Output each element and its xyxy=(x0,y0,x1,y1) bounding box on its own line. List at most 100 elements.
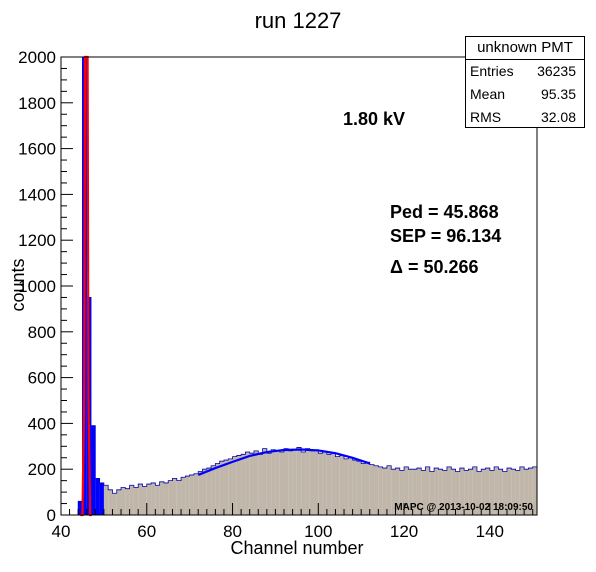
histogram-bin xyxy=(395,468,400,515)
fit-curve xyxy=(197,448,371,476)
histogram-bin xyxy=(451,469,456,515)
histogram-bin xyxy=(378,466,383,515)
y-tick-label: 600 xyxy=(28,369,56,388)
histogram-bin xyxy=(434,468,439,515)
histogram-bin xyxy=(168,480,173,515)
delta-annotation: Δ = 50.266 xyxy=(390,257,479,277)
histogram-bin xyxy=(129,485,134,515)
histogram-bin xyxy=(356,461,362,515)
y-tick-label: 800 xyxy=(28,323,56,342)
histogram-bin xyxy=(322,452,327,515)
histogram-bin xyxy=(138,484,143,515)
histogram-bin xyxy=(296,447,302,515)
stats-row-entries: Entries 36235 xyxy=(466,60,584,83)
histogram-bin xyxy=(176,480,182,515)
histogram-bin xyxy=(519,466,525,515)
histogram-bin xyxy=(369,464,375,515)
histogram-bin xyxy=(193,473,199,515)
histogram-bin xyxy=(211,465,216,515)
histogram-bin xyxy=(404,466,409,515)
histogram-bin xyxy=(408,469,413,515)
histogram-bin xyxy=(112,493,117,515)
histogram-bin xyxy=(352,460,357,515)
x-tick-label: 120 xyxy=(390,522,418,541)
chart-title: run 1227 xyxy=(255,8,342,33)
hv-annotation: 1.80 kV xyxy=(343,109,405,129)
histogram-bin xyxy=(133,487,139,515)
stats-box: unknown PMT Entries 36235 Mean 95.35 RMS… xyxy=(465,36,585,128)
histogram-bin xyxy=(108,489,113,515)
histogram-bin xyxy=(335,456,340,515)
y-tick-label: 200 xyxy=(28,460,56,479)
stats-title: unknown PMT xyxy=(466,37,584,60)
x-tick-label: 140 xyxy=(476,522,504,541)
histogram-bin xyxy=(326,454,332,515)
y-tick-label: 400 xyxy=(28,414,56,433)
histogram-bin xyxy=(374,465,379,515)
histogram-bin xyxy=(262,448,267,515)
pedestal-bin xyxy=(78,501,83,515)
y-tick-label: 1400 xyxy=(18,185,56,204)
histogram-bin xyxy=(365,462,370,515)
histogram-bin xyxy=(506,468,512,515)
histogram-bin xyxy=(236,455,242,515)
histogram-bin xyxy=(159,481,164,515)
stats-value: 32.08 xyxy=(540,109,576,125)
stats-label: RMS xyxy=(470,109,502,125)
histogram-bin xyxy=(502,471,507,515)
histogram-bin xyxy=(279,452,284,515)
pedestal-bin xyxy=(95,478,100,515)
histogram-bin xyxy=(442,470,447,515)
histogram-bin xyxy=(459,468,465,515)
stats-value: 95.35 xyxy=(540,86,576,102)
histogram-bin xyxy=(309,450,315,515)
y-tick-label: 1000 xyxy=(18,277,56,296)
stats-value: 36235 xyxy=(537,63,576,79)
y-tick-label: 1800 xyxy=(18,94,56,113)
stats-row-rms: RMS 32.08 xyxy=(466,106,584,129)
histogram-bin xyxy=(412,469,417,515)
histogram-bin xyxy=(494,466,499,515)
x-tick-label: 100 xyxy=(304,522,332,541)
histogram-bin xyxy=(481,469,486,515)
pedestal-bin xyxy=(99,482,104,515)
histogram-bin xyxy=(498,469,503,515)
plot-area: 40 60 80 100 120 1400200400600800100012001400… xyxy=(18,48,538,541)
histogram-bin xyxy=(305,448,310,515)
histogram-bin xyxy=(125,488,130,515)
histogram-bin xyxy=(288,450,293,515)
histogram-bin xyxy=(468,469,473,515)
histogram-bin xyxy=(399,470,405,515)
histogram-bin xyxy=(485,468,490,515)
histogram-bin xyxy=(198,471,203,515)
histogram-bin xyxy=(464,470,469,515)
histogram-bin xyxy=(219,461,224,515)
histogram-bin xyxy=(344,458,349,515)
histogram-bin xyxy=(189,474,194,515)
histogram-bin xyxy=(292,449,297,515)
histogram-bin xyxy=(275,450,280,515)
histogram-bin xyxy=(348,457,353,515)
histogram-bin xyxy=(438,469,443,515)
histogram-bin xyxy=(258,454,263,515)
histogram-bin xyxy=(515,470,520,515)
histogram-bin xyxy=(103,485,109,515)
histogram-bin xyxy=(421,470,426,515)
histogram-bin xyxy=(361,463,366,515)
histogram-bin xyxy=(181,477,186,515)
histogram-bin xyxy=(202,469,207,515)
histogram-bin xyxy=(271,449,276,515)
histogram-bin xyxy=(318,453,323,515)
histogram-bin xyxy=(489,470,495,515)
histogram-bin xyxy=(206,468,212,515)
histogram-bin xyxy=(339,455,345,515)
histogram-bin xyxy=(511,469,516,515)
histogram-bin xyxy=(386,465,392,515)
x-tick-label: 60 xyxy=(137,522,156,541)
pedestal-bin xyxy=(91,425,96,515)
histogram-bin xyxy=(232,456,237,515)
sep-annotation: SEP = 96.134 xyxy=(390,226,501,246)
histogram-bin xyxy=(532,466,537,515)
x-tick-label: 80 xyxy=(223,522,242,541)
